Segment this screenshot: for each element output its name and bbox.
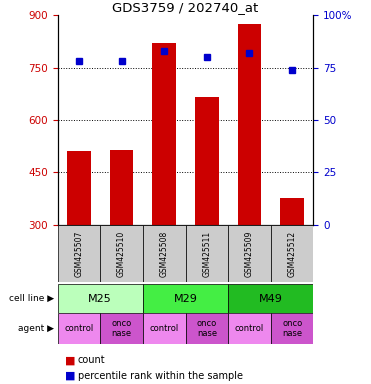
Title: GDS3759 / 202740_at: GDS3759 / 202740_at xyxy=(112,1,259,14)
Text: control: control xyxy=(235,324,264,333)
Bar xyxy=(228,313,271,344)
Bar xyxy=(186,313,228,344)
Text: GSM425511: GSM425511 xyxy=(202,230,211,276)
Text: control: control xyxy=(150,324,179,333)
Bar xyxy=(143,225,186,282)
Text: percentile rank within the sample: percentile rank within the sample xyxy=(78,371,243,381)
Bar xyxy=(100,313,143,344)
Text: M29: M29 xyxy=(174,293,197,304)
Bar xyxy=(195,97,219,225)
Text: ■: ■ xyxy=(65,371,75,381)
Bar xyxy=(100,225,143,282)
Bar xyxy=(152,43,176,225)
Text: GSM425509: GSM425509 xyxy=(245,230,254,276)
Text: GSM425510: GSM425510 xyxy=(117,230,126,276)
Text: count: count xyxy=(78,355,105,365)
Text: GSM425507: GSM425507 xyxy=(74,230,83,276)
Text: ■: ■ xyxy=(65,355,75,365)
Bar xyxy=(238,24,261,225)
Text: control: control xyxy=(64,324,93,333)
Text: M25: M25 xyxy=(88,293,112,304)
Bar xyxy=(280,199,304,225)
Bar xyxy=(58,313,100,344)
Bar xyxy=(271,225,313,282)
Bar xyxy=(186,225,228,282)
Bar xyxy=(228,284,313,313)
Bar xyxy=(110,151,133,225)
Text: onco
nase: onco nase xyxy=(111,319,132,338)
Bar xyxy=(58,225,100,282)
Text: GSM425508: GSM425508 xyxy=(160,230,169,276)
Bar xyxy=(143,284,228,313)
Bar xyxy=(67,151,91,225)
Text: GSM425512: GSM425512 xyxy=(288,230,297,276)
Text: M49: M49 xyxy=(259,293,283,304)
Bar xyxy=(143,313,186,344)
Text: onco
nase: onco nase xyxy=(197,319,217,338)
Text: cell line ▶: cell line ▶ xyxy=(9,294,54,303)
Bar xyxy=(228,225,271,282)
Bar xyxy=(58,284,143,313)
Text: onco
nase: onco nase xyxy=(282,319,302,338)
Text: agent ▶: agent ▶ xyxy=(18,324,54,333)
Bar xyxy=(271,313,313,344)
